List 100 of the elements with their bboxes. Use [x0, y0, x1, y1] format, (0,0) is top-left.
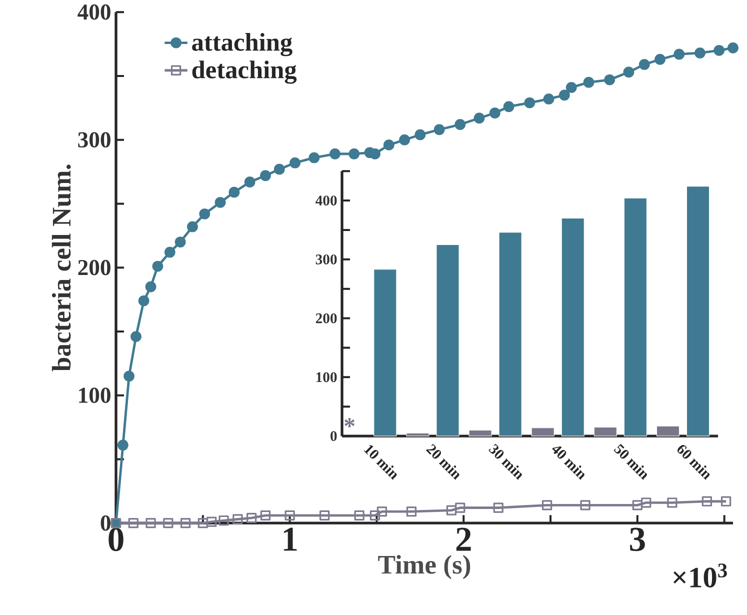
y-axis-title: bacteria cell Num.	[52, 164, 71, 372]
point	[274, 164, 285, 175]
point	[214, 196, 226, 208]
point	[290, 157, 300, 168]
point	[632, 500, 642, 510]
bar	[531, 428, 554, 436]
point	[145, 281, 156, 292]
bar	[594, 426, 617, 436]
point	[542, 500, 552, 510]
point	[199, 208, 210, 220]
point	[130, 331, 142, 342]
x-tick-label: 3	[630, 528, 645, 552]
point	[694, 47, 706, 58]
point	[198, 518, 208, 528]
x-tick-label: 1	[284, 528, 297, 551]
x-tick-label: 20 min	[426, 444, 460, 480]
legend-label: detaching	[192, 60, 297, 84]
point	[503, 101, 514, 112]
point	[558, 90, 570, 101]
point	[720, 496, 732, 506]
point	[434, 124, 445, 136]
bar	[406, 432, 430, 436]
point	[187, 221, 198, 232]
bar	[656, 426, 680, 436]
point	[566, 82, 577, 93]
point	[260, 170, 271, 182]
point	[174, 236, 186, 248]
bar	[374, 269, 397, 436]
point	[206, 516, 217, 527]
point	[489, 108, 500, 118]
point	[308, 152, 320, 164]
point	[728, 42, 738, 54]
x-tick-label: 2	[456, 528, 471, 551]
point	[454, 119, 466, 130]
point	[604, 74, 616, 86]
point	[493, 502, 504, 513]
point	[583, 76, 594, 88]
point	[623, 66, 634, 78]
legend-label: attaching	[192, 32, 292, 56]
point	[180, 518, 191, 528]
y-tick-label: 200	[316, 313, 337, 324]
point	[124, 370, 134, 382]
point	[667, 498, 678, 508]
y-tick-label: 200	[78, 260, 110, 276]
point	[654, 54, 666, 65]
point	[399, 134, 410, 146]
point	[163, 518, 174, 528]
y-tick-label: 100	[79, 388, 110, 403]
y-tick-label: 0	[330, 431, 337, 441]
y-tick-label: 300	[316, 254, 337, 264]
y-tick-label: 100	[316, 372, 337, 382]
point	[320, 510, 330, 520]
x-tick-label: 40 min	[552, 446, 584, 480]
point	[284, 510, 295, 520]
point	[383, 139, 394, 150]
x-tick-label: 10 min	[364, 445, 397, 480]
point	[232, 514, 243, 524]
y-tick-label: 400	[78, 4, 110, 20]
point	[330, 148, 340, 160]
point	[138, 295, 150, 306]
point	[246, 512, 257, 524]
y-tick-label: 400	[316, 196, 337, 206]
point	[376, 506, 387, 517]
y-tick-label: 300	[78, 132, 110, 148]
bar	[468, 430, 492, 436]
annotation: *	[344, 418, 355, 428]
point	[164, 246, 176, 258]
x-tick-label: 30 min	[488, 444, 522, 480]
point	[638, 58, 650, 70]
point	[406, 506, 417, 517]
point	[580, 500, 590, 510]
bar	[561, 218, 584, 436]
bar	[686, 186, 710, 436]
bar	[624, 198, 647, 436]
point	[244, 176, 256, 188]
text: ×10$^{3}$	[673, 564, 727, 588]
point	[260, 510, 271, 520]
point	[446, 505, 457, 516]
bar	[498, 232, 522, 436]
point	[218, 515, 229, 526]
bar	[436, 244, 460, 436]
point	[370, 510, 380, 520]
point	[228, 186, 240, 198]
point	[674, 48, 685, 60]
point	[543, 93, 554, 104]
x-tick-label: 60 min	[677, 445, 710, 480]
point	[414, 129, 426, 140]
point	[370, 148, 380, 160]
x-tick-label: 50 min	[614, 444, 648, 480]
point	[474, 112, 485, 124]
point	[117, 440, 128, 451]
point	[152, 260, 164, 272]
point	[455, 502, 466, 513]
point	[641, 498, 652, 508]
point	[348, 148, 360, 160]
point	[354, 510, 364, 520]
point	[702, 496, 712, 506]
point	[524, 97, 536, 108]
point	[128, 518, 138, 528]
point	[146, 518, 156, 528]
